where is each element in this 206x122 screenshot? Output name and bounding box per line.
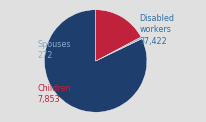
Wedge shape <box>95 37 141 61</box>
Text: Disabled
workers
37,422: Disabled workers 37,422 <box>139 14 174 46</box>
Wedge shape <box>44 10 146 112</box>
Text: Children
7,853: Children 7,853 <box>37 84 70 104</box>
Text: Spouses
272: Spouses 272 <box>37 40 70 60</box>
Wedge shape <box>95 10 140 61</box>
